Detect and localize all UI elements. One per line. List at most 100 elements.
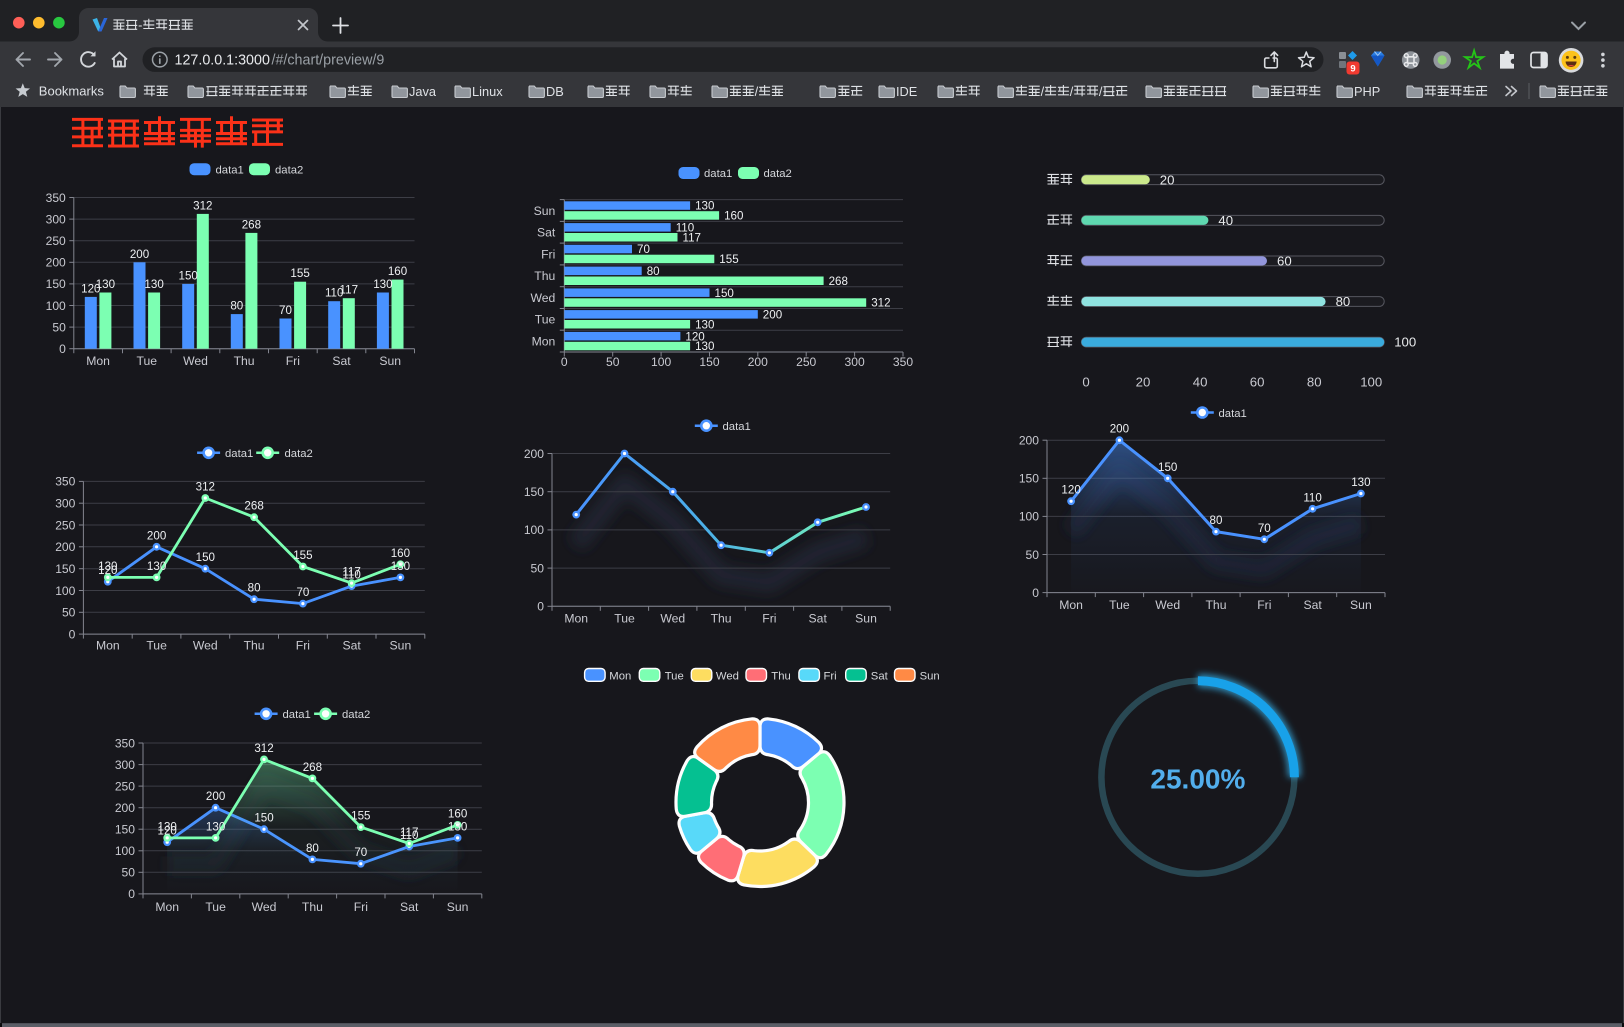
svg-text:117: 117 — [340, 284, 358, 297]
svg-text:50: 50 — [1026, 548, 1040, 562]
svg-text:130: 130 — [158, 820, 177, 833]
svg-text:127.0.0.1:3000: 127.0.0.1:3000 — [175, 52, 270, 68]
svg-text:150: 150 — [715, 287, 734, 300]
svg-text:Mon: Mon — [1059, 598, 1083, 612]
svg-text:130: 130 — [147, 560, 166, 573]
svg-text:300: 300 — [115, 758, 135, 772]
svg-text:350: 350 — [55, 475, 75, 489]
svg-text:Thu: Thu — [244, 638, 265, 652]
svg-text:/: / — [1041, 84, 1045, 99]
svg-text:200: 200 — [1019, 434, 1039, 448]
svg-text:0: 0 — [59, 342, 66, 356]
svg-text:Sat: Sat — [332, 354, 351, 368]
svg-text:117: 117 — [683, 231, 701, 244]
svg-text:250: 250 — [796, 355, 816, 369]
svg-text:150: 150 — [1019, 472, 1039, 486]
svg-text:Thu: Thu — [534, 269, 555, 283]
svg-text:100: 100 — [524, 523, 544, 537]
svg-text:150: 150 — [115, 823, 135, 837]
svg-text:130: 130 — [98, 560, 117, 573]
svg-text:200: 200 — [55, 540, 75, 554]
svg-text:110: 110 — [400, 829, 418, 842]
svg-text:0: 0 — [561, 355, 568, 369]
svg-text:Tue: Tue — [614, 611, 635, 625]
svg-text:Wed: Wed — [252, 900, 277, 914]
svg-text:Mon: Mon — [96, 638, 120, 652]
svg-text:155: 155 — [293, 549, 312, 562]
svg-text:data2: data2 — [764, 168, 792, 180]
svg-text:268: 268 — [244, 500, 263, 513]
svg-text:80: 80 — [647, 265, 660, 278]
svg-text:data1: data1 — [704, 168, 732, 180]
svg-text:Thu: Thu — [771, 671, 790, 683]
svg-text:Wed: Wed — [1155, 598, 1180, 612]
svg-text:117: 117 — [342, 566, 360, 579]
svg-text:data2: data2 — [342, 709, 370, 721]
svg-text:300: 300 — [55, 497, 75, 511]
svg-text:312: 312 — [196, 481, 215, 494]
svg-text:70: 70 — [1258, 522, 1271, 535]
svg-text:80: 80 — [230, 300, 243, 313]
svg-text:70: 70 — [354, 846, 367, 859]
svg-text:80: 80 — [248, 582, 261, 595]
svg-text:200: 200 — [115, 801, 135, 815]
svg-text:250: 250 — [46, 234, 66, 248]
svg-text:/: / — [1099, 84, 1103, 99]
svg-text:100: 100 — [55, 584, 75, 598]
svg-text:130: 130 — [96, 278, 115, 291]
svg-text:155: 155 — [351, 810, 370, 823]
svg-text:data1: data1 — [1219, 408, 1247, 420]
svg-text:100: 100 — [115, 844, 135, 858]
svg-text:130: 130 — [448, 820, 467, 833]
svg-text:300: 300 — [845, 355, 865, 369]
svg-text:250: 250 — [55, 518, 75, 532]
svg-text:200: 200 — [763, 309, 782, 322]
svg-text:110: 110 — [325, 287, 343, 300]
svg-text:200: 200 — [748, 355, 768, 369]
svg-text:60: 60 — [1250, 374, 1265, 389]
svg-text:200: 200 — [46, 256, 66, 270]
svg-text:80: 80 — [1210, 514, 1223, 527]
svg-text:268: 268 — [829, 275, 848, 288]
svg-text:Fri: Fri — [286, 354, 300, 368]
svg-text:Fri: Fri — [296, 638, 310, 652]
svg-text:Sat: Sat — [537, 226, 556, 240]
svg-text:80: 80 — [1307, 374, 1322, 389]
svg-text:Sun: Sun — [534, 204, 556, 218]
svg-text:Tue: Tue — [137, 354, 158, 368]
svg-text:Java: Java — [409, 84, 437, 99]
svg-text:160: 160 — [391, 547, 410, 560]
svg-text:120: 120 — [81, 282, 100, 295]
svg-text:120: 120 — [1061, 484, 1080, 497]
svg-text:IDE: IDE — [896, 84, 917, 99]
svg-text:155: 155 — [719, 253, 738, 266]
svg-text:/: / — [1070, 84, 1074, 99]
svg-text:Tue: Tue — [205, 900, 226, 914]
svg-text:Bookmarks: Bookmarks — [39, 84, 105, 99]
svg-text:160: 160 — [724, 210, 743, 223]
svg-text:data2: data2 — [285, 448, 313, 460]
svg-text:120: 120 — [158, 825, 177, 838]
svg-text:160: 160 — [388, 265, 407, 278]
svg-text:Sat: Sat — [342, 638, 361, 652]
svg-text:Tue: Tue — [146, 638, 167, 652]
svg-text:9: 9 — [1350, 64, 1355, 75]
svg-text:150: 150 — [524, 485, 544, 499]
svg-text:150: 150 — [196, 551, 215, 564]
svg-text:130: 130 — [695, 340, 714, 353]
svg-text:110: 110 — [1303, 491, 1321, 504]
svg-text:130: 130 — [206, 820, 225, 833]
svg-text:155: 155 — [290, 267, 309, 280]
svg-text:Wed: Wed — [193, 638, 218, 652]
svg-text:Mon: Mon — [564, 611, 588, 625]
svg-text:312: 312 — [871, 297, 890, 310]
svg-text:100: 100 — [651, 355, 671, 369]
svg-text:300: 300 — [46, 212, 66, 226]
svg-text:130: 130 — [1351, 476, 1370, 489]
svg-text:117: 117 — [400, 826, 418, 839]
svg-text:data1: data1 — [283, 709, 311, 721]
svg-text:Mon: Mon — [86, 354, 110, 368]
svg-text:100: 100 — [46, 299, 66, 313]
svg-text:0: 0 — [1032, 586, 1039, 600]
svg-text:200: 200 — [206, 790, 225, 803]
